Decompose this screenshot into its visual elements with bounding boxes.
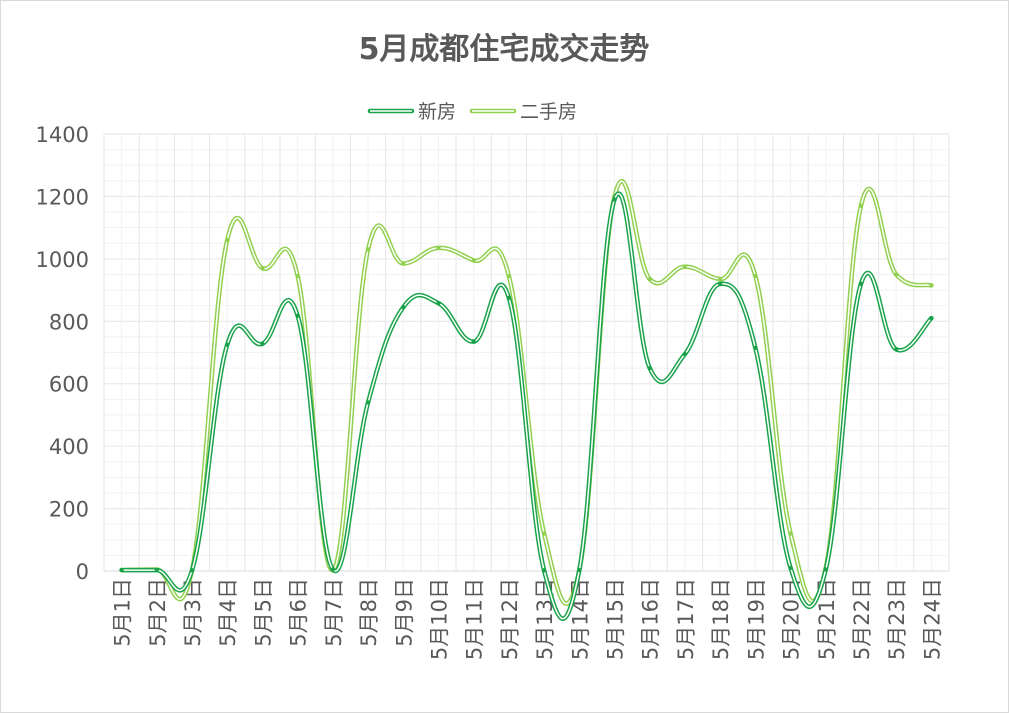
x-tick-label: 5月15日 [604,578,628,660]
data-point [295,313,300,318]
y-tick-label: 400 [49,435,89,459]
data-point [858,203,864,208]
data-point [577,567,582,573]
data-point [471,339,476,344]
x-tick-label: 5月10日 [427,578,451,660]
x-tick-label: 5月7日 [322,578,346,647]
data-point [929,315,934,321]
data-point [612,197,617,202]
x-tick-label: 5月6日 [287,578,311,647]
data-point [717,276,723,282]
data-point [330,567,336,572]
data-point [471,258,476,263]
data-point [401,261,406,266]
data-point [893,272,899,277]
y-tick-label: 1000 [36,248,89,272]
x-tick-label: 5月9日 [392,578,416,647]
data-point [788,531,793,536]
data-point [753,273,758,279]
y-tick-label: 1200 [36,185,89,209]
x-tick-label: 5月4日 [216,578,240,647]
x-tick-label: 5月1日 [111,578,135,647]
legend: 新房 二手房 [367,101,577,123]
data-point [436,245,441,251]
data-point [541,568,547,573]
data-point [506,273,512,279]
x-axis: 5月1日 5月2日 5月3日 5月4日 5月5日 5月6日 5月7日 5月8日 5月9日 5月10… [111,578,945,660]
y-tick-label: 1400 [36,123,89,147]
x-tick-label: 5月17日 [674,578,698,660]
y-tick-label: 0 [76,560,89,584]
data-point [647,365,652,371]
data-point [753,345,758,351]
x-tick-label: 5月11日 [463,578,487,660]
x-tick-label: 5月22日 [850,578,874,660]
data-point [823,567,828,572]
data-point [893,347,899,352]
x-tick-label: 5月14日 [568,578,592,660]
legend-label: 二手房 [520,101,577,123]
data-point [260,266,265,271]
data-point [788,565,793,571]
y-axis: 0 200 400 600 800 1000 1200 1400 [36,123,89,584]
x-tick-label: 5月24日 [920,578,944,660]
grid-lines [103,133,950,572]
x-tick-label: 5月12日 [498,578,522,660]
x-tick-label: 5月2日 [146,578,170,647]
data-point [929,283,934,288]
x-tick-label: 5月16日 [639,578,663,660]
data-point [436,300,441,306]
data-point [401,305,406,310]
series-line-inner [120,193,933,620]
x-tick-label: 5月13日 [533,578,557,660]
x-tick-label: 5月5日 [251,578,275,647]
data-point [154,567,160,573]
x-tick-label: 5月19日 [744,578,768,660]
data-point [225,237,230,243]
series-lines [119,179,934,621]
x-tick-label: 5月18日 [709,578,733,660]
chart-title: 5月成都住宅成交走势 [359,32,650,67]
y-tick-label: 600 [49,373,89,397]
data-point [506,295,512,301]
x-tick-label: 5月23日 [885,578,909,660]
data-point [260,341,265,346]
x-tick-label: 5月8日 [357,578,381,647]
data-point [225,342,230,347]
data-point [365,400,371,405]
data-point [365,247,371,252]
data-point [295,273,300,279]
data-point [647,276,652,282]
data-point [717,281,723,287]
y-tick-label: 800 [49,310,89,334]
data-point [189,568,195,573]
data-point [682,264,688,269]
data-point [858,281,864,287]
legend-label: 新房 [418,101,456,123]
y-tick-label: 200 [49,498,89,522]
data-point [541,531,547,536]
data-point [119,567,124,573]
series-line-inner [120,180,933,605]
data-point [682,351,688,357]
